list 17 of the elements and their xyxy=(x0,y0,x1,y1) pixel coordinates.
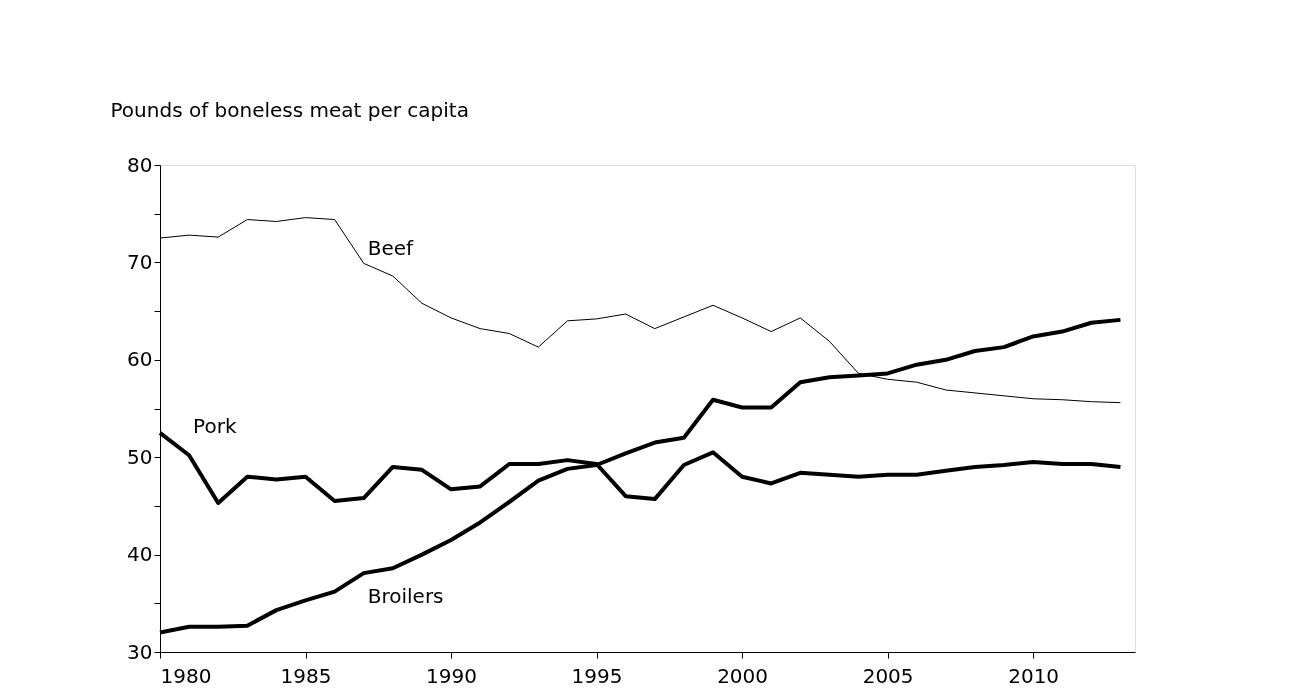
y-tick-label: 50 xyxy=(127,444,153,469)
y-tick-label: 40 xyxy=(127,542,153,567)
series-label: Beef xyxy=(367,236,415,261)
x-tick-label: 2010 xyxy=(1008,663,1060,688)
series-label: Broilers xyxy=(367,584,444,609)
y-tick-label: 80 xyxy=(127,152,153,177)
y-tick-label: 30 xyxy=(127,639,153,664)
y-tick-label: 70 xyxy=(127,249,153,274)
x-tick-label: 1990 xyxy=(426,663,477,688)
y-tick-label: 60 xyxy=(127,347,153,372)
x-tick-label: 2000 xyxy=(717,663,769,688)
series-label: Pork xyxy=(193,414,237,439)
y-axis-title: Pounds of boneless meat per capita xyxy=(110,97,469,122)
x-tick-label: 1980 xyxy=(160,663,212,688)
x-tick-label: 2005 xyxy=(862,663,914,688)
x-tick-label: 1995 xyxy=(571,663,623,688)
x-tick-label: 1985 xyxy=(280,663,332,688)
